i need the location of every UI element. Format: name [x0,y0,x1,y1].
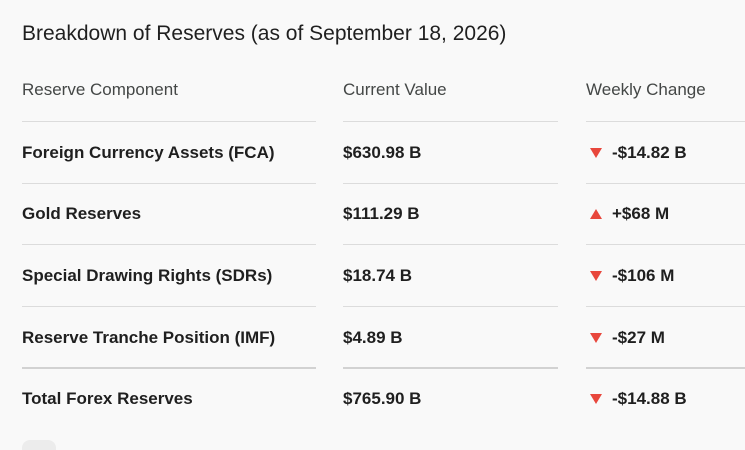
header-divider [586,121,745,122]
row-0-change: -$14.82 B [586,143,687,163]
row-divider [343,244,558,245]
row-3-value: $4.89 B [343,328,403,347]
row-3-change: -$27 M [586,328,665,348]
total-divider [22,367,316,369]
row-1-value: $111.29 B [343,204,420,223]
row-4-change-value: -$14.88 B [612,389,687,408]
triangle-down-icon [590,394,602,404]
action-chip[interactable] [22,440,56,450]
row-divider [586,244,745,245]
row-divider [586,183,745,184]
row-4-value: $765.90 B [343,389,422,408]
row-2-change-value: -$106 M [612,266,675,285]
row-divider [343,306,558,307]
row-divider [22,183,316,184]
row-2-value: $18.74 B [343,266,412,285]
header-divider [343,121,558,122]
row-divider [343,183,558,184]
triangle-down-icon [590,271,602,281]
row-4-change: -$14.88 B [586,389,687,409]
row-divider [22,244,316,245]
header-current-value: Current Value [343,80,447,99]
triangle-down-icon [590,333,602,343]
row-1-component: Gold Reserves [22,204,142,223]
table-title: Breakdown of Reserves (as of September 1… [22,22,507,45]
row-1-change: +$68 M [586,204,669,224]
row-divider [22,306,316,307]
row-divider [586,306,745,307]
row-2-change: -$106 M [586,266,674,286]
row-3-component: Reserve Tranche Position (IMF) [22,328,276,347]
triangle-up-icon [590,209,602,219]
row-3-change-value: -$27 M [612,328,665,347]
row-0-component: Foreign Currency Assets (FCA) [22,143,275,162]
row-0-change-value: -$14.82 B [612,143,687,162]
total-divider [586,367,745,369]
header-reserve-component: Reserve Component [22,80,178,99]
row-4-component: Total Forex Reserves [22,389,193,408]
total-divider [343,367,558,369]
row-2-component: Special Drawing Rights (SDRs) [22,266,273,285]
triangle-down-icon [590,148,602,158]
header-weekly-change: Weekly Change [586,80,706,99]
row-1-change-value: +$68 M [612,204,670,223]
header-divider [22,121,316,122]
row-0-value: $630.98 B [343,143,422,162]
